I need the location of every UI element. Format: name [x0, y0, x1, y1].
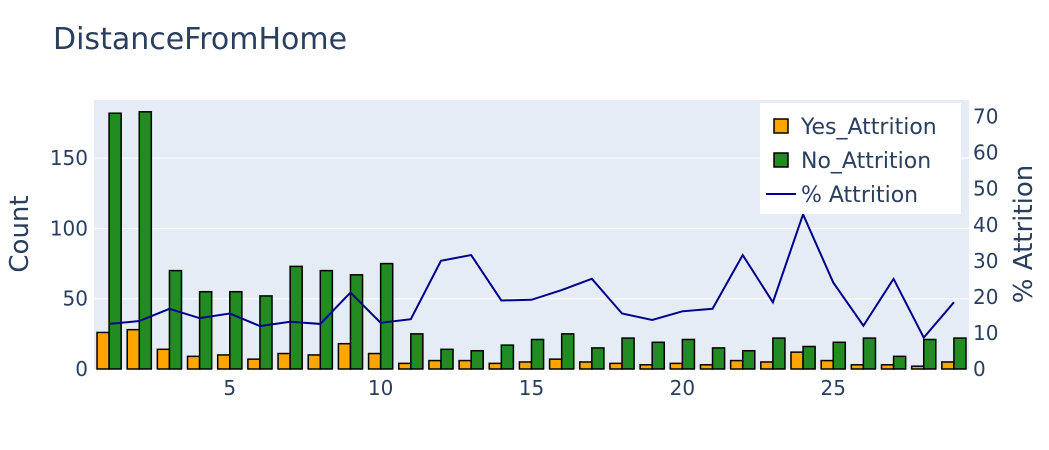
bar-no-attrition: [440, 348, 454, 370]
bar-no-attrition: [953, 337, 967, 370]
bar-yes-attrition: [760, 361, 774, 370]
bar-no-attrition: [168, 269, 183, 370]
bar-no-attrition: [591, 347, 605, 370]
bar-no-attrition: [802, 345, 816, 370]
x-tick-label: 15: [519, 376, 544, 400]
bar-yes-attrition: [156, 348, 171, 370]
y-axis-title: Count: [5, 195, 35, 272]
bar-yes-attrition: [941, 361, 955, 370]
bar-no-attrition: [741, 349, 756, 370]
bar-no-attrition: [892, 355, 907, 370]
bar-yes-attrition: [367, 352, 382, 370]
legend-box: [760, 103, 961, 214]
x-tick-label: 25: [820, 376, 845, 400]
bar-yes-attrition: [337, 342, 352, 370]
legend-label: No_Attrition: [801, 149, 931, 174]
x-tick-label: 5: [223, 376, 236, 400]
bars: [96, 111, 967, 370]
bar-yes-attrition: [277, 352, 291, 370]
y-tick-label: 150: [50, 146, 88, 170]
bar-no-attrition: [711, 347, 726, 370]
y2-axis-ticks: 0 10 20 30 40 50 60 70: [973, 105, 998, 381]
legend: Yes_Attrition No_Attrition % Attrition: [760, 103, 961, 214]
bar-yes-attrition: [216, 354, 231, 370]
legend-label: % Attrition: [801, 183, 918, 208]
bar-no-attrition: [108, 112, 122, 370]
y2-tick-label: 20: [973, 285, 998, 309]
bar-yes-attrition: [397, 362, 412, 370]
bar-no-attrition: [651, 341, 666, 370]
x-axis-ticks: 5 10 15 20 25: [223, 376, 846, 400]
bar-yes-attrition: [458, 359, 472, 370]
bar-no-attrition: [259, 295, 273, 370]
y2-tick-label: 30: [973, 249, 998, 273]
bar-yes-attrition: [96, 331, 110, 370]
bar-yes-attrition: [820, 359, 834, 370]
bar-yes-attrition: [518, 361, 533, 370]
bar-yes-attrition: [428, 359, 442, 370]
chart-title: DistanceFromHome: [53, 22, 347, 57]
bar-no-attrition: [229, 290, 243, 370]
bar-no-attrition: [319, 269, 334, 370]
y-tick-label: 100: [50, 216, 88, 240]
bar-no-attrition: [530, 338, 545, 370]
bar-no-attrition: [772, 337, 786, 370]
bar-no-attrition: [289, 265, 303, 370]
bar-yes-attrition: [880, 364, 895, 370]
bar-yes-attrition: [609, 362, 623, 370]
x-tick-label: 10: [368, 376, 393, 400]
bar-no-attrition: [560, 333, 575, 370]
bar-no-attrition: [621, 337, 635, 370]
bar-yes-attrition: [729, 359, 744, 370]
y-axis-ticks: 0 50 100 150: [50, 146, 88, 381]
bar-yes-attrition: [126, 328, 141, 370]
attrition-line: [108, 211, 955, 340]
y-tick-label: 50: [63, 287, 88, 311]
bar-yes-attrition: [699, 364, 714, 370]
bar-yes-attrition: [790, 351, 804, 370]
bar-yes-attrition: [186, 355, 201, 370]
legend-swatch: [773, 152, 789, 168]
y-tick-label: 0: [75, 357, 88, 381]
bar-yes-attrition: [850, 364, 865, 370]
bar-no-attrition: [832, 341, 847, 370]
bar-no-attrition: [138, 111, 153, 370]
attrition-line-layer: [108, 211, 955, 340]
bar-yes-attrition: [639, 364, 653, 370]
bar-yes-attrition: [488, 362, 503, 370]
y2-tick-label: 70: [973, 105, 998, 129]
bar-no-attrition: [410, 333, 424, 370]
bar-no-attrition: [922, 338, 937, 370]
bar-no-attrition: [681, 338, 696, 370]
legend-swatch: [773, 118, 789, 134]
y2-tick-label: 60: [973, 141, 998, 165]
bar-no-attrition: [500, 344, 515, 370]
bar-no-attrition: [379, 262, 394, 370]
y2-tick-label: 40: [973, 213, 998, 237]
legend-label: Yes_Attrition: [800, 115, 937, 140]
bar-no-attrition: [198, 290, 213, 370]
bar-yes-attrition: [307, 354, 322, 370]
bar-yes-attrition: [669, 362, 684, 370]
y2-tick-label: 0: [973, 357, 986, 381]
bar-no-attrition: [862, 337, 877, 370]
x-tick-label: 20: [670, 376, 695, 400]
bar-yes-attrition: [548, 358, 563, 370]
bar-yes-attrition: [247, 358, 261, 370]
y2-axis-title: % Attrition: [1009, 165, 1039, 303]
bar-no-attrition: [349, 274, 364, 370]
bar-yes-attrition: [910, 365, 925, 370]
bar-no-attrition: [470, 349, 484, 370]
y2-tick-label: 10: [973, 321, 998, 345]
y2-tick-label: 50: [973, 177, 998, 201]
bar-yes-attrition: [579, 361, 593, 370]
